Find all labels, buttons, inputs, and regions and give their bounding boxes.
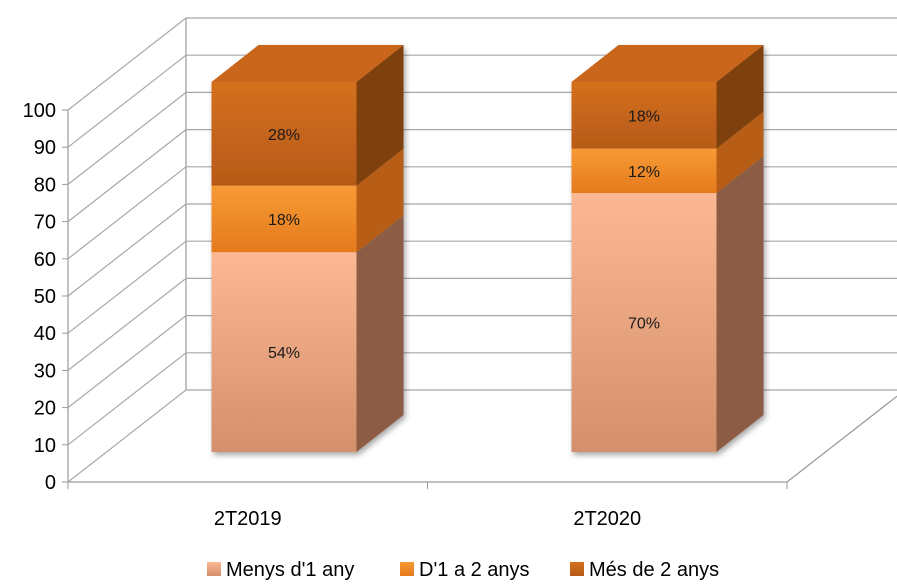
gridline-90: [67, 54, 897, 148]
bar-segment: [571, 193, 717, 452]
legend-swatch: [207, 562, 221, 576]
legend: Menys d'1 any D'1 a 2 anys Més de 2 anys: [207, 559, 719, 581]
bar-segment-side: [716, 111, 764, 193]
y-tick-label: 60: [34, 249, 56, 271]
x-axis: 2T2019 2T2020: [67, 482, 788, 530]
y-tick-label: 0: [45, 472, 56, 494]
bar-segment: [571, 82, 717, 149]
gridlines: [67, 17, 897, 483]
y-tick-label: 50: [34, 286, 56, 308]
data-label: 12%: [628, 164, 660, 181]
legend-label: Més de 2 anys: [589, 559, 719, 581]
y-axis: 0 10 20 30 40 50 60 70 80 90 100: [23, 100, 68, 494]
gridline-10: [67, 352, 897, 446]
bars: [211, 45, 764, 452]
data-label: 70%: [628, 316, 660, 333]
gridline-30: [67, 277, 897, 371]
x-category-label: 2T2020: [573, 508, 641, 530]
bar-segment-side: [716, 156, 764, 452]
bar-2T2019: [211, 45, 404, 452]
bar-2T2020: [571, 45, 764, 452]
y-tick-label: 30: [34, 360, 56, 382]
data-label: 28%: [268, 127, 300, 144]
bar-segment-side: [356, 45, 404, 186]
gridline-70: [67, 129, 897, 223]
chart-walls: [67, 18, 897, 483]
gridline-0: [67, 389, 897, 483]
y-tick-label: 100: [23, 100, 56, 122]
legend-label: Menys d'1 any: [226, 559, 354, 581]
bar-segment-side: [356, 148, 404, 253]
x-category-label: 2T2019: [214, 508, 282, 530]
y-tick-label: 90: [34, 137, 56, 159]
y-tick-label: 20: [34, 398, 56, 420]
bar-top-face: [571, 45, 764, 82]
bar-segment: [211, 82, 357, 186]
bar-segment: [211, 252, 357, 452]
gridline-50: [67, 203, 897, 297]
y-tick-label: 10: [34, 435, 56, 457]
bar-segment: [571, 148, 717, 193]
bar-segment: [211, 185, 357, 253]
y-tick-label: 40: [34, 323, 56, 345]
bar-top-face: [211, 45, 404, 82]
y-tick-label: 70: [34, 212, 56, 234]
gridline-40: [67, 240, 897, 334]
data-label: 18%: [628, 108, 660, 125]
data-label: 54%: [268, 345, 300, 362]
bar-segment-side: [356, 215, 404, 452]
data-label: 18%: [268, 212, 300, 229]
legend-swatch: [570, 562, 584, 576]
bar-segment-side: [716, 45, 764, 149]
floor-edge: [68, 395, 897, 483]
gridline-60: [67, 166, 897, 260]
legend-swatch: [400, 562, 414, 576]
gridline-80: [67, 91, 897, 185]
gridline-100: [67, 17, 897, 111]
y-tick-label: 80: [34, 174, 56, 196]
gridline-20: [67, 315, 897, 409]
data-labels: 54% 18% 28% 70% 12% 18%: [268, 108, 660, 362]
legend-label: D'1 a 2 anys: [419, 559, 530, 581]
